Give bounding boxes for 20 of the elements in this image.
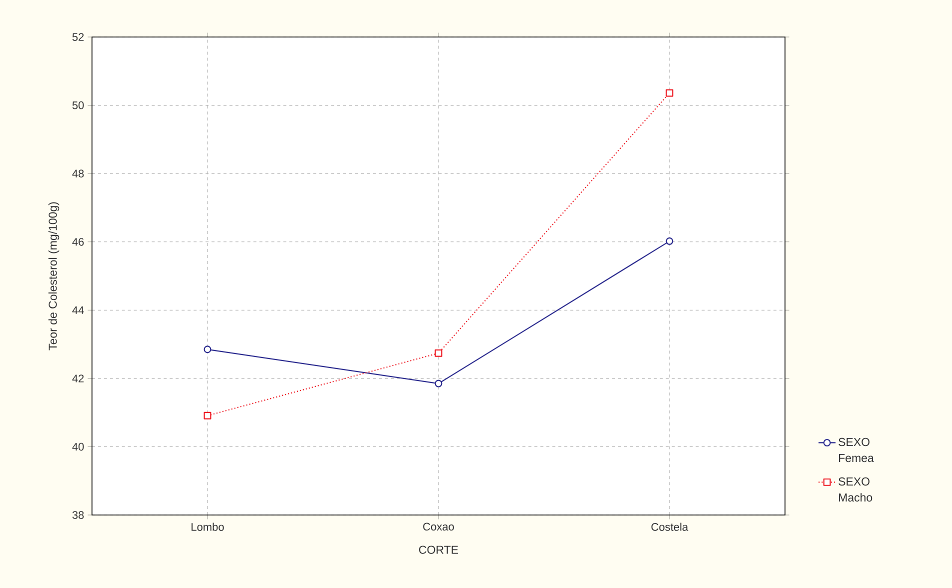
y-tick-label: 40 [72,442,84,451]
y-tick-label: 48 [72,170,84,178]
y-tick-label: 46 [72,238,84,246]
x-axis-title: CORTE [419,546,458,554]
y-tick-label: 42 [72,374,84,382]
point [434,349,442,357]
legend-label: SEXO Femea [838,438,874,462]
point [204,346,212,354]
y-axis-title: Teor de Colesterol (mg/100g) [48,202,60,350]
point [666,237,674,245]
y-tick-label: 52 [72,33,84,41]
y-tick-label: 38 [72,511,84,519]
x-tick-label: Costela [651,522,688,531]
y-tick-label: 50 [72,101,84,110]
point [204,412,212,420]
legend-label: SEXO Macho [838,477,872,502]
x-tick-label: Lombo [192,522,224,531]
y-tick-label: 44 [72,306,84,314]
x-tick-label: Coxao [423,522,454,531]
point [434,380,442,388]
